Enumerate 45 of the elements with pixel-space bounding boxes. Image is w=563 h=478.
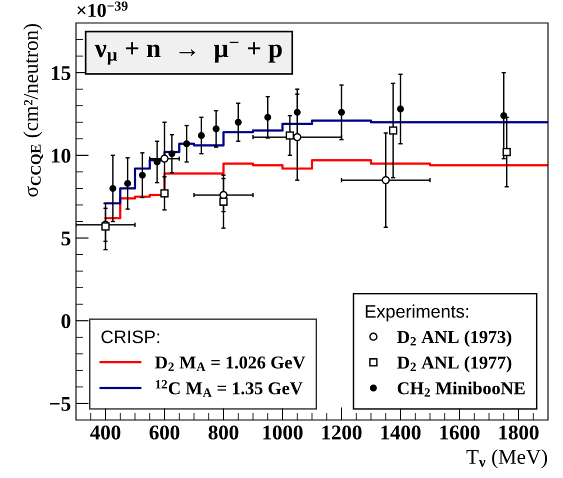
x-tick-label: 1400	[381, 425, 421, 440]
y-tick-label: 15	[52, 66, 70, 80]
point	[382, 176, 390, 184]
x-tick-label: 1200	[322, 425, 362, 440]
point	[219, 197, 228, 206]
x-tick-label: 600	[150, 425, 180, 440]
point	[212, 125, 220, 132]
point	[109, 184, 116, 192]
point	[160, 154, 169, 163]
point	[198, 132, 205, 139]
x-tick-label: 800	[208, 425, 238, 440]
point	[294, 108, 301, 116]
legend-label: CH$_{2}$ MinibooNE	[398, 382, 525, 397]
x-tick-label: 400	[90, 425, 120, 440]
y-tick-label: −5	[50, 397, 70, 411]
point	[160, 189, 169, 198]
point	[138, 172, 146, 179]
point	[502, 148, 511, 156]
x-axis-title: T$_{ν}$ (MeV)	[466, 449, 547, 468]
y-tick-label: 5	[62, 232, 70, 246]
point	[286, 131, 294, 140]
point	[234, 118, 242, 126]
point	[124, 180, 132, 187]
point	[264, 114, 272, 121]
text: Experiments:	[366, 304, 468, 322]
point	[293, 132, 302, 142]
legend-label: D$_{2}$ ANL (1977)	[397, 356, 512, 372]
y-axis-title: σ$_{CCQE}$ (cm²/neutron)	[23, 24, 43, 197]
point	[168, 150, 176, 158]
point	[338, 108, 345, 116]
point	[397, 106, 404, 112]
point	[388, 126, 398, 135]
y-tick-label: 0	[62, 314, 70, 328]
point	[183, 140, 190, 148]
x-tick-label: 1800	[499, 425, 539, 440]
x-tick-label: 1000	[263, 425, 303, 440]
text: ν$_{μ}$ + n → μ$^{−}$ + p	[94, 42, 282, 65]
point	[154, 158, 161, 166]
legend-label: D$_{2}$ ANL (1973)	[397, 330, 512, 347]
text: CRISP:	[102, 330, 160, 344]
legend-label: $^{12}$C M$_{A}$ = 1.35 GeV	[156, 380, 303, 397]
text: ×10$^{−39}$	[77, 2, 128, 17]
y-tick-label: 10	[52, 148, 70, 163]
legend-label: D$_{2}$ M$_{A}$ = 1.026 GeV	[155, 356, 306, 371]
x-tick-label: 1600	[440, 425, 480, 440]
